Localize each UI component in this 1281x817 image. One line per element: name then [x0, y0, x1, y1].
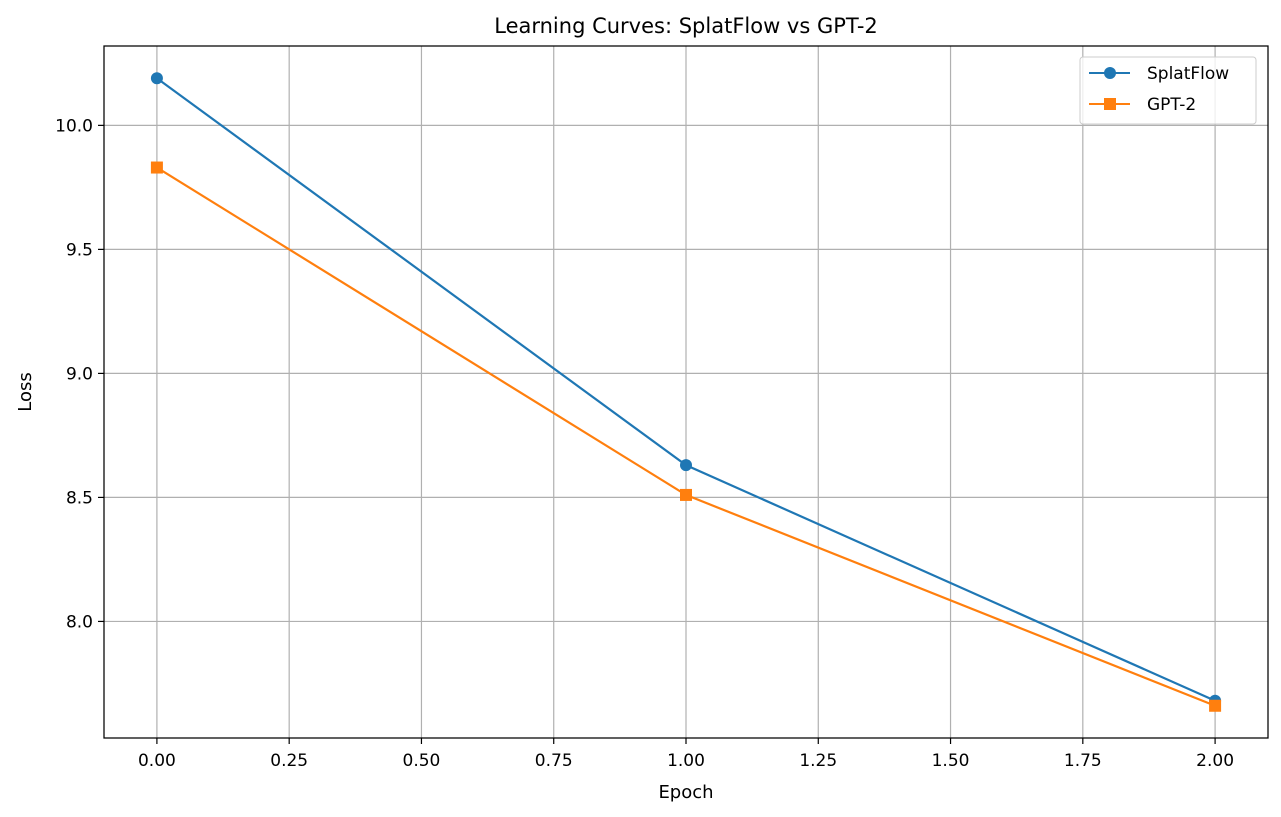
y-tick-label: 9.5: [66, 240, 93, 260]
data-point-splatflow: [680, 459, 692, 472]
y-axis-ticks: 8.0 8.5 9.0 9.5 10.0: [55, 116, 104, 632]
y-tick-label: 8.0: [66, 612, 93, 632]
data-point-gpt2: [150, 161, 163, 174]
x-tick-label: 1.25: [799, 751, 837, 771]
y-tick-label: 8.5: [66, 488, 93, 508]
series-layer: [150, 72, 1222, 712]
x-axis-label: Epoch: [658, 782, 713, 803]
y-tick-label: 10.0: [55, 116, 93, 136]
y-tick-label: 9.0: [66, 364, 93, 384]
data-point-gpt2: [1209, 699, 1222, 712]
x-tick-label: 0.25: [270, 751, 308, 771]
x-axis-ticks: 0.00 0.25 0.50 0.75 1.00 1.25 1.50 1.75 2.00: [138, 738, 1234, 771]
x-tick-label: 1.50: [932, 751, 970, 771]
legend-marker-gpt2: [1104, 98, 1116, 110]
y-axis-label: Loss: [15, 372, 36, 411]
legend-label-splatflow: SplatFlow: [1147, 64, 1229, 84]
legend: SplatFlow GPT-2: [1079, 56, 1257, 125]
legend-label-gpt2: GPT-2: [1147, 95, 1196, 115]
data-point-splatflow: [150, 72, 163, 85]
x-tick-label: 2.00: [1196, 751, 1234, 771]
x-tick-label: 0.50: [403, 751, 441, 771]
x-tick-label: 0.00: [138, 751, 176, 771]
plot-frame: [103, 45, 1269, 739]
grid-lines: [104, 46, 1268, 738]
x-tick-label: 0.75: [535, 751, 573, 771]
x-tick-label: 1.00: [667, 751, 705, 771]
legend-marker-splatflow: [1104, 67, 1116, 79]
x-tick-label: 1.75: [1064, 751, 1102, 771]
chart-title: Learning Curves: SplatFlow vs GPT-2: [494, 14, 878, 38]
data-point-gpt2: [680, 488, 692, 501]
